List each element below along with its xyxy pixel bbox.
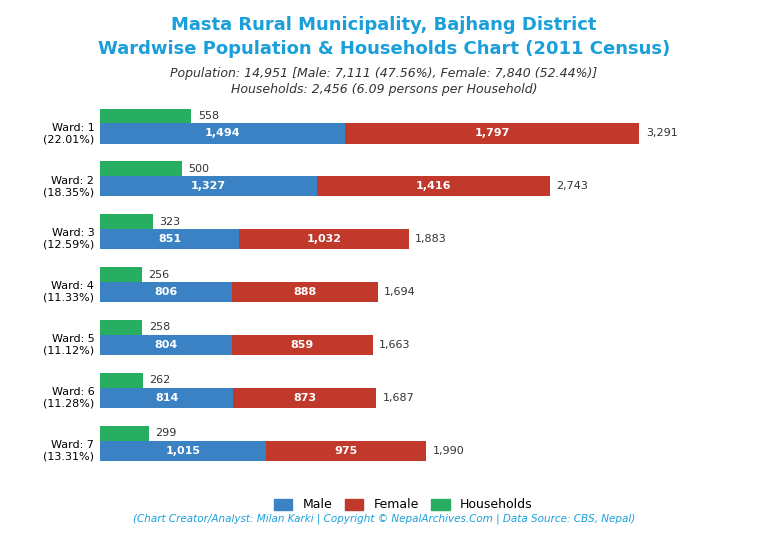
Text: 888: 888 (293, 287, 316, 297)
Bar (240, 229, 409, 249)
Bar (232, 335, 372, 355)
Bar (266, 441, 426, 460)
Text: 873: 873 (293, 393, 316, 403)
Bar (232, 282, 378, 302)
Text: 299: 299 (155, 428, 177, 438)
Text: 1,883: 1,883 (415, 234, 447, 244)
Bar (100, 229, 240, 249)
Text: Population: 14,951 [Male: 7,111 (47.56%), Female: 7,840 (52.44%)]: Population: 14,951 [Male: 7,111 (47.56%)… (170, 67, 598, 80)
Text: 1,990: 1,990 (432, 445, 465, 456)
Text: 3,291: 3,291 (646, 129, 678, 138)
Text: Masta Rural Municipality, Bajhang District: Masta Rural Municipality, Bajhang Distri… (171, 16, 597, 34)
Bar (100, 282, 232, 302)
Bar (100, 109, 191, 123)
Text: Households: 2,456 (6.09 persons per Household): Households: 2,456 (6.09 persons per Hous… (230, 83, 538, 96)
Text: 1,015: 1,015 (166, 445, 200, 456)
Bar (100, 267, 142, 282)
Text: 500: 500 (188, 164, 210, 174)
Bar (345, 123, 640, 144)
Bar (100, 388, 233, 408)
Text: 1,494: 1,494 (204, 129, 240, 138)
Text: Wardwise Population & Households Chart (2011 Census): Wardwise Population & Households Chart (… (98, 40, 670, 58)
Text: 975: 975 (335, 445, 358, 456)
Bar (100, 426, 149, 441)
Text: 1,416: 1,416 (415, 181, 452, 191)
Text: 859: 859 (290, 340, 314, 350)
Text: 1,327: 1,327 (191, 181, 227, 191)
Bar (100, 123, 345, 144)
Text: 1,694: 1,694 (384, 287, 416, 297)
Text: 1,687: 1,687 (383, 393, 415, 403)
Text: 256: 256 (148, 270, 170, 280)
Text: 1,797: 1,797 (475, 129, 510, 138)
Bar (100, 214, 153, 229)
Text: 262: 262 (149, 375, 170, 385)
Text: 814: 814 (155, 393, 178, 403)
Bar (100, 176, 317, 196)
Bar (317, 176, 550, 196)
Text: 323: 323 (160, 217, 180, 227)
Text: 2,743: 2,743 (556, 181, 588, 191)
Text: 851: 851 (158, 234, 181, 244)
Bar (100, 335, 232, 355)
Text: 1,032: 1,032 (306, 234, 342, 244)
Legend: Male, Female, Households: Male, Female, Households (269, 494, 538, 517)
Text: 806: 806 (154, 287, 177, 297)
Bar (233, 388, 376, 408)
Text: 258: 258 (149, 323, 170, 332)
Bar (100, 161, 182, 176)
Text: 1,663: 1,663 (379, 340, 411, 350)
Text: (Chart Creator/Analyst: Milan Karki | Copyright © NepalArchives.Com | Data Sourc: (Chart Creator/Analyst: Milan Karki | Co… (133, 513, 635, 524)
Bar (100, 320, 142, 335)
Bar (100, 373, 143, 388)
Text: 804: 804 (154, 340, 177, 350)
Bar (100, 441, 266, 460)
Text: 558: 558 (198, 111, 219, 121)
